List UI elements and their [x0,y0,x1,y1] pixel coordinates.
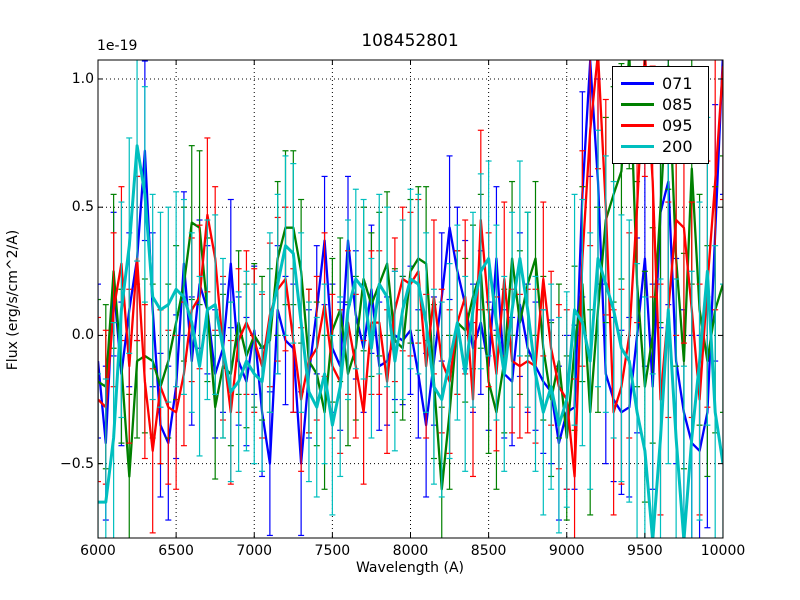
y-tick-label: 0.5 [71,199,94,216]
legend-label: 071 [662,73,693,93]
x-tick-label: 7000 [236,543,273,559]
errorbar-200 [720,283,723,538]
x-tick-label: 10000 [700,543,746,559]
y-tick-label: −0.5 [60,455,94,472]
y-axis-label: Flux (erg/s/cm^2/A) [5,229,21,371]
series-line-200 [98,144,723,538]
legend-entry-200: 200 [621,136,700,157]
legend-line-swatch [621,124,654,127]
legend-label: 095 [662,115,693,135]
legend-entry-071: 071 [621,73,700,94]
x-tick-label: 8500 [470,543,507,559]
legend-label: 085 [662,94,693,114]
y-tick-label: 0.0 [71,327,94,344]
legend-line-swatch [621,103,654,106]
legend-line-swatch [621,82,654,85]
legend-label: 200 [662,136,693,156]
errorbar-200 [649,373,656,538]
errorbar-085 [720,155,723,413]
x-tick-label: 7500 [314,543,351,559]
errorbar-071 [720,60,723,195]
errorbar-071 [98,283,101,439]
y-axis-offset-label: 1e-19 [97,38,138,54]
chart-title: 108452801 [361,31,459,51]
x-tick-label: 6000 [80,543,116,559]
x-axis-label: Wavelength (A) [355,560,464,576]
legend: 071 085 095 200 [612,66,709,164]
x-tick-label: 9500 [627,543,663,559]
x-tick-label: 8000 [392,543,429,559]
legend-line-swatch [621,145,654,148]
errorbar-095 [720,60,723,201]
x-tick-label: 6500 [158,543,194,559]
y-tick-label: 1.0 [71,70,94,87]
legend-entry-085: 085 [621,94,700,115]
errorbar-200 [98,373,101,538]
legend-entry-095: 095 [621,115,700,136]
errorbar-200 [680,365,687,538]
errorbar-095 [98,316,101,483]
series-group-200 [98,60,723,538]
x-tick-label: 9000 [548,543,585,559]
